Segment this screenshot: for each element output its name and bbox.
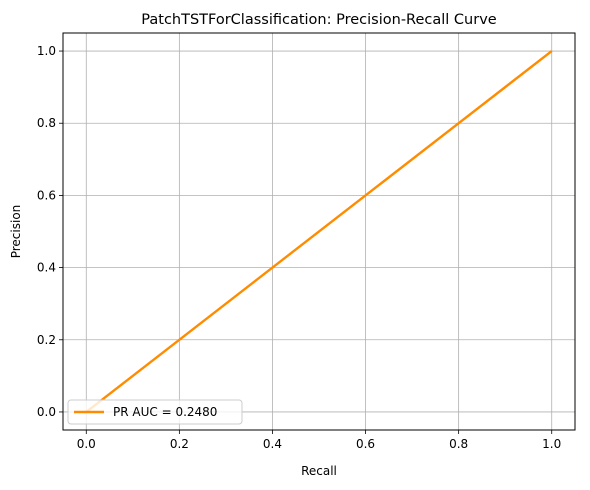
y-axis-label: Precision: [9, 205, 23, 259]
chart-title: PatchTSTForClassification: Precision-Rec…: [141, 12, 496, 28]
x-axis-label: Recall: [301, 464, 337, 478]
legend-box: [67, 399, 243, 425]
series-line: [85, 50, 553, 413]
x-tick-label: 0.0: [77, 437, 96, 451]
x-tick-label: 0.6: [356, 437, 375, 451]
y-tick-label: 1.0: [37, 44, 56, 58]
legend-label: PR AUC = 0.2480: [113, 405, 217, 419]
y-tick-label: 0.4: [37, 261, 56, 275]
x-tick-label: 0.4: [263, 437, 282, 451]
y-tick-label: 0.2: [37, 333, 56, 347]
x-tick-label: 0.2: [170, 437, 189, 451]
y-tick-label: 0.0: [37, 405, 56, 419]
legend: PR AUC = 0.2480: [67, 399, 243, 425]
ticks: 0.0 0.2 0.4 0.6 0.8 1.0 0.0 0.2 0.4 0.6 0.8 1.0: [37, 44, 561, 451]
y-tick-label: 0.8: [37, 116, 56, 130]
x-tick-label: 0.8: [449, 437, 468, 451]
y-tick-label: 0.6: [37, 188, 56, 202]
x-tick-label: 1.0: [542, 437, 561, 451]
series: [85, 50, 553, 413]
plot-frame: [62, 32, 576, 431]
